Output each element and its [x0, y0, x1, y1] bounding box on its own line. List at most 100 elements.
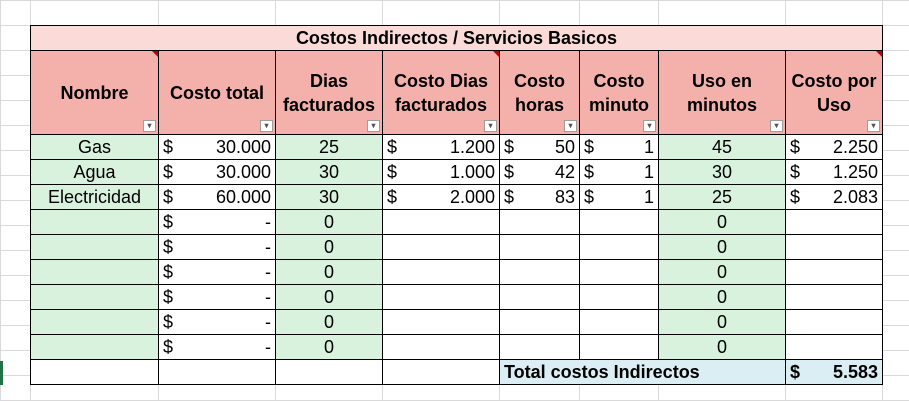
- header-uso-en-minutos[interactable]: Uso en minutos ▾: [658, 50, 786, 135]
- cell-uso-en-minutos[interactable]: 0: [658, 284, 786, 310]
- cell-nombre[interactable]: Gas: [30, 134, 159, 160]
- filter-dropdown-icon[interactable]: ▾: [143, 120, 156, 132]
- cell-dias-facturados[interactable]: 30: [275, 159, 383, 185]
- cell-costo-total[interactable]: $60.000: [158, 184, 276, 210]
- cell-costo-minuto[interactable]: [579, 234, 659, 260]
- cell-costo-por-uso[interactable]: $1.250: [785, 159, 883, 185]
- cell-nombre[interactable]: [30, 284, 159, 310]
- header-costo-por-uso[interactable]: Costo por Uso ▾: [785, 50, 883, 135]
- cell-dias-facturados[interactable]: 25: [275, 134, 383, 160]
- cell-uso-en-minutos[interactable]: 0: [658, 259, 786, 285]
- cell-costo-por-uso[interactable]: [785, 209, 883, 235]
- total-label[interactable]: Total costos Indirectos: [499, 359, 786, 385]
- cell-costo-total[interactable]: $ -: [158, 284, 276, 310]
- table-title[interactable]: Costos Indirectos / Servicios Basicos: [30, 25, 883, 51]
- cell-costo-horas[interactable]: $42: [499, 159, 580, 185]
- cell-costo-horas[interactable]: $83: [499, 184, 580, 210]
- cell-costo-dias-facturados[interactable]: $1.200: [382, 134, 500, 160]
- cell-costo-total[interactable]: $30.000: [158, 159, 276, 185]
- cell-costo-minuto[interactable]: $1: [579, 159, 659, 185]
- cell-costo-por-uso[interactable]: [785, 234, 883, 260]
- cell-costo-por-uso[interactable]: [785, 259, 883, 285]
- filter-dropdown-icon[interactable]: ▾: [564, 120, 577, 132]
- cell-uso-en-minutos[interactable]: 0: [658, 209, 786, 235]
- comment-indicator-icon[interactable]: [493, 51, 499, 57]
- cell-uso-en-minutos[interactable]: 30: [658, 159, 786, 185]
- header-dias-facturados[interactable]: Dias facturados ▾: [275, 50, 383, 135]
- cell-nombre[interactable]: [30, 209, 159, 235]
- cell-costo-dias-facturados[interactable]: [382, 309, 500, 335]
- cell-costo-dias-facturados[interactable]: $2.000: [382, 184, 500, 210]
- cell-nombre[interactable]: [30, 309, 159, 335]
- cell-costo-horas[interactable]: [499, 209, 580, 235]
- cell-dias-facturados[interactable]: 0: [275, 309, 383, 335]
- cell-costo-total[interactable]: $ -: [158, 209, 276, 235]
- cell-costo-total[interactable]: $ -: [158, 234, 276, 260]
- cell-costo-dias-facturados[interactable]: [382, 209, 500, 235]
- header-costo-horas[interactable]: Costo horas ▾: [499, 50, 580, 135]
- header-costo-dias-facturados[interactable]: Costo Dias facturados ▾: [382, 50, 500, 135]
- total-value[interactable]: $5.583: [785, 359, 883, 385]
- header-costo-total[interactable]: Costo total ▾: [158, 50, 276, 135]
- cell-costo-horas[interactable]: [499, 259, 580, 285]
- filter-dropdown-icon[interactable]: ▾: [260, 120, 273, 132]
- header-costo-minuto[interactable]: Costo minuto ▾: [579, 50, 659, 135]
- cell-costo-dias-facturados[interactable]: [382, 284, 500, 310]
- cell-costo-horas[interactable]: [499, 284, 580, 310]
- cell-uso-en-minutos[interactable]: 45: [658, 134, 786, 160]
- cell-costo-por-uso[interactable]: $2.083: [785, 184, 883, 210]
- cell-costo-por-uso[interactable]: [785, 309, 883, 335]
- cell-costo-total[interactable]: $30.000: [158, 134, 276, 160]
- cell-costo-minuto[interactable]: [579, 334, 659, 360]
- cell-costo-dias-facturados[interactable]: [382, 334, 500, 360]
- cell-dias-facturados[interactable]: 30: [275, 184, 383, 210]
- cell-nombre[interactable]: Electricidad: [30, 184, 159, 210]
- cell-nombre[interactable]: Agua: [30, 159, 159, 185]
- filter-dropdown-icon[interactable]: ▾: [770, 120, 783, 132]
- cell-costo-horas[interactable]: $50: [499, 134, 580, 160]
- empty-cell[interactable]: [275, 359, 383, 385]
- cell-costo-horas[interactable]: [499, 334, 580, 360]
- cell-costo-minuto[interactable]: [579, 309, 659, 335]
- empty-cell[interactable]: [158, 359, 276, 385]
- cell-costo-dias-facturados[interactable]: $1.000: [382, 159, 500, 185]
- cell-costo-por-uso[interactable]: [785, 334, 883, 360]
- empty-cell[interactable]: [382, 359, 500, 385]
- empty-cell[interactable]: [30, 359, 159, 385]
- cell-uso-en-minutos[interactable]: 0: [658, 234, 786, 260]
- filter-dropdown-icon[interactable]: ▾: [867, 120, 880, 132]
- comment-indicator-icon[interactable]: [152, 51, 158, 57]
- comment-indicator-icon[interactable]: [876, 51, 882, 57]
- cell-costo-horas[interactable]: [499, 234, 580, 260]
- cell-costo-minuto[interactable]: [579, 259, 659, 285]
- cell-costo-minuto[interactable]: $1: [579, 134, 659, 160]
- amount: 1.000: [449, 162, 495, 182]
- cell-costo-total[interactable]: $ -: [158, 334, 276, 360]
- cell-uso-en-minutos[interactable]: 0: [658, 334, 786, 360]
- cell-costo-horas[interactable]: [499, 309, 580, 335]
- cell-costo-minuto[interactable]: [579, 284, 659, 310]
- filter-dropdown-icon[interactable]: ▾: [643, 120, 656, 132]
- cell-costo-minuto[interactable]: [579, 209, 659, 235]
- cell-costo-por-uso[interactable]: [785, 284, 883, 310]
- header-nombre[interactable]: Nombre ▾: [30, 50, 159, 135]
- costos-table: Costos Indirectos / Servicios Basicos No…: [30, 25, 883, 385]
- cell-nombre[interactable]: [30, 334, 159, 360]
- cell-nombre[interactable]: [30, 259, 159, 285]
- cell-costo-dias-facturados[interactable]: [382, 259, 500, 285]
- cell-uso-en-minutos[interactable]: 0: [658, 309, 786, 335]
- cell-uso-en-minutos[interactable]: 25: [658, 184, 786, 210]
- cell-costo-total[interactable]: $ -: [158, 259, 276, 285]
- cell-dias-facturados[interactable]: 0: [275, 209, 383, 235]
- cell-nombre[interactable]: [30, 234, 159, 260]
- cell-costo-por-uso[interactable]: $2.250: [785, 134, 883, 160]
- cell-dias-facturados[interactable]: 0: [275, 334, 383, 360]
- cell-dias-facturados[interactable]: 0: [275, 234, 383, 260]
- cell-dias-facturados[interactable]: 0: [275, 284, 383, 310]
- cell-dias-facturados[interactable]: 0: [275, 259, 383, 285]
- filter-dropdown-icon[interactable]: ▾: [367, 120, 380, 132]
- cell-costo-minuto[interactable]: $1: [579, 184, 659, 210]
- cell-costo-dias-facturados[interactable]: [382, 234, 500, 260]
- filter-dropdown-icon[interactable]: ▾: [484, 120, 497, 132]
- cell-costo-total[interactable]: $ -: [158, 309, 276, 335]
